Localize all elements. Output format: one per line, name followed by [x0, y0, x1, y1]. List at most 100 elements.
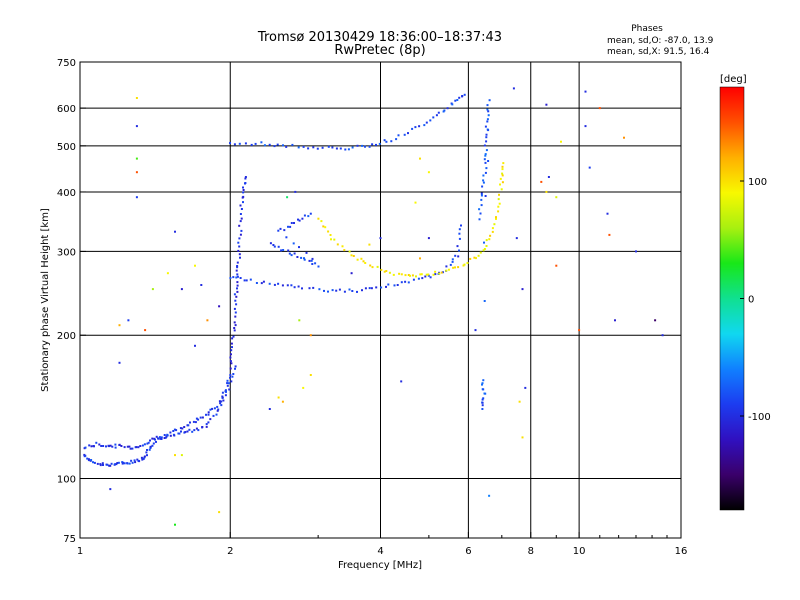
- trace-point: [98, 443, 101, 446]
- trace-point: [501, 168, 504, 171]
- trace-point: [226, 379, 229, 382]
- trace-point: [361, 144, 364, 147]
- trace-point: [234, 365, 237, 368]
- trace-point: [417, 277, 420, 280]
- trace-point: [449, 263, 452, 266]
- trace-point: [273, 245, 276, 248]
- trace-point: [487, 114, 490, 117]
- trace-point: [281, 284, 284, 287]
- trace-point: [221, 396, 224, 399]
- trace-point: [109, 444, 112, 447]
- trace-point: [481, 398, 484, 401]
- trace-point: [279, 227, 282, 230]
- trace-point: [484, 161, 487, 164]
- trace-point: [102, 464, 104, 466]
- gridlines: [80, 62, 681, 538]
- trace-point: [213, 407, 216, 410]
- trace-point: [322, 225, 325, 228]
- trace-point: [84, 454, 87, 457]
- trace-point: [309, 212, 312, 215]
- trace-point: [236, 266, 239, 269]
- trace-point: [239, 256, 241, 259]
- trace-point: [370, 287, 373, 290]
- trace-point: [432, 116, 435, 119]
- trace-point: [109, 464, 112, 467]
- trace-point: [451, 260, 454, 263]
- trace-point: [96, 462, 99, 465]
- echo-point: [174, 230, 176, 233]
- trace-point: [169, 434, 172, 437]
- trace-point: [123, 462, 126, 465]
- trace-point: [483, 241, 485, 244]
- trace-point: [437, 111, 440, 114]
- trace-point: [451, 103, 454, 106]
- trace-point: [240, 208, 243, 210]
- x-tick-label: 1: [77, 546, 83, 557]
- trace-point: [454, 99, 457, 102]
- trace-point: [101, 462, 104, 465]
- trace-point: [130, 459, 133, 462]
- trace-point: [163, 437, 166, 439]
- trace-point: [207, 411, 210, 414]
- trace-point: [380, 268, 383, 271]
- trace-point: [481, 185, 484, 188]
- trace-point: [160, 438, 163, 440]
- colorbar-ticks: 100 0 -100: [740, 177, 771, 423]
- trace-point: [232, 373, 235, 375]
- trace-point: [263, 144, 266, 147]
- trace-point: [226, 384, 229, 387]
- trace-point: [239, 213, 242, 215]
- trace-point: [329, 234, 332, 236]
- trace-point: [312, 286, 315, 289]
- trace-point: [480, 192, 483, 195]
- trace-point: [193, 429, 196, 432]
- trace-point: [432, 273, 435, 276]
- echo-point: [200, 284, 203, 286]
- trace-point: [191, 430, 194, 433]
- echo-point: [518, 400, 521, 403]
- trace-point: [501, 181, 504, 184]
- trace-point: [285, 145, 288, 148]
- trace-point: [93, 445, 95, 448]
- echo-point: [109, 488, 112, 491]
- trace-point: [371, 143, 374, 146]
- trace-point: [173, 434, 176, 437]
- echo-point: [521, 288, 524, 291]
- trace-point: [145, 451, 148, 454]
- echo-point: [560, 140, 562, 143]
- trace-point: [484, 171, 487, 174]
- trace-point: [427, 273, 430, 276]
- trace-point: [235, 276, 238, 279]
- trace-point: [226, 382, 229, 385]
- echo-point: [578, 329, 581, 332]
- trace-point: [230, 353, 232, 356]
- trace-point: [290, 284, 293, 287]
- trace-point: [440, 271, 443, 274]
- echo-point: [151, 288, 154, 291]
- trace-point: [186, 430, 189, 433]
- trace-point: [86, 457, 89, 460]
- echo-point: [606, 212, 609, 215]
- trace-point: [484, 153, 487, 156]
- trace-point: [139, 445, 142, 447]
- x-tick-label: 8: [528, 546, 534, 557]
- trace-point: [305, 251, 308, 254]
- trace-point: [201, 416, 204, 419]
- trace-point: [232, 335, 235, 338]
- trace-point: [411, 127, 414, 130]
- trace-point: [343, 249, 346, 252]
- trace-point: [498, 202, 501, 205]
- echo-point: [174, 523, 176, 526]
- trace-point: [303, 214, 306, 217]
- trace-point: [242, 195, 245, 198]
- trace-point: [320, 220, 323, 223]
- trace-point: [412, 278, 415, 281]
- trace-point: [438, 272, 441, 275]
- trace-point: [229, 367, 232, 370]
- trace-point: [148, 448, 151, 451]
- trace-point: [458, 232, 461, 235]
- trace-point: [497, 198, 500, 201]
- trace-point: [282, 144, 284, 147]
- trace-point: [238, 253, 241, 256]
- trace-point: [498, 193, 500, 196]
